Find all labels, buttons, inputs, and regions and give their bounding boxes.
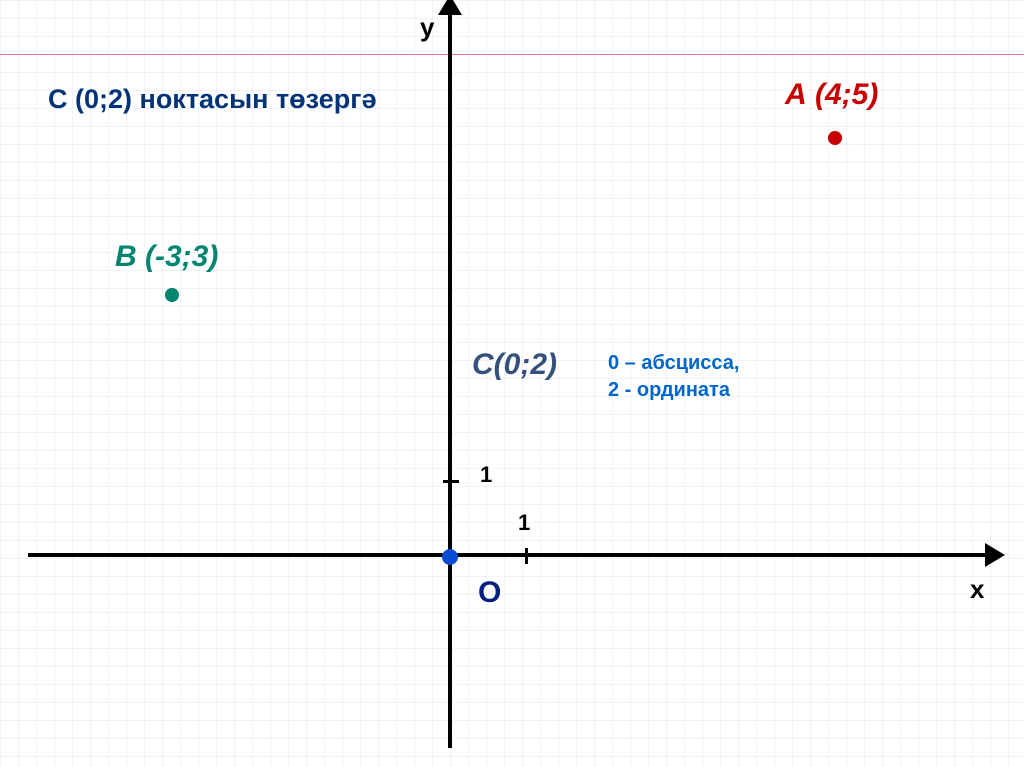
pink-ruled-line <box>0 54 1024 55</box>
grid-background <box>0 0 1024 767</box>
y-axis-tick-1 <box>443 480 459 483</box>
x-axis-tick-1 <box>525 548 528 564</box>
x-axis-arrow-icon <box>985 543 1005 567</box>
origin-point <box>442 549 458 565</box>
point-b <box>165 288 179 302</box>
point-c-label: С(0;2) <box>472 348 557 382</box>
point-a-label: А (4;5) <box>785 78 878 112</box>
x-axis <box>28 553 985 557</box>
y-axis <box>448 6 452 748</box>
point-a <box>828 131 842 145</box>
y-tick-1-label: 1 <box>480 462 492 488</box>
note-line-1: 0 – абсцисса, <box>608 350 739 377</box>
page-title: С (0;2) ноктасын төзергә <box>48 84 377 115</box>
note-line-2: 2 - ордината <box>608 377 739 404</box>
y-axis-label: у <box>420 12 434 43</box>
y-axis-arrow-icon <box>438 0 462 15</box>
abscissa-ordinate-note: 0 – абсцисса, 2 - ордината <box>608 350 739 404</box>
origin-label: О <box>478 576 501 610</box>
x-axis-label: х <box>970 574 984 605</box>
x-tick-1-label: 1 <box>518 510 530 536</box>
coordinate-plane-diagram: у х О 1 1 С (0;2) ноктасын төзергә А (4;… <box>0 0 1024 767</box>
point-b-label: В (-3;3) <box>115 240 218 274</box>
